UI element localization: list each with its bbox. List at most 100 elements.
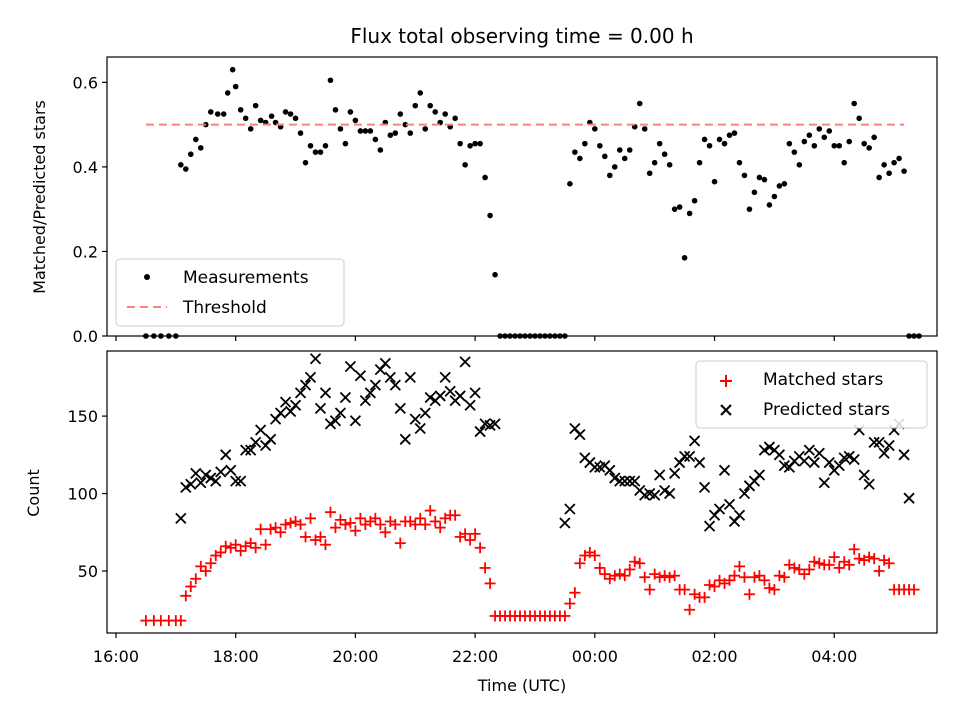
measurement-point xyxy=(691,197,698,204)
matched-star-marker xyxy=(564,598,576,610)
predicted-star-stroke xyxy=(778,460,791,472)
predicted-star-stroke xyxy=(703,520,716,532)
predicted-star-marker xyxy=(559,517,571,529)
predicted-star-stroke xyxy=(604,464,616,476)
predicted-star-stroke xyxy=(180,481,192,493)
predicted-star-marker xyxy=(409,413,421,425)
matched-star-marker xyxy=(614,568,626,580)
predicted-star-marker xyxy=(399,433,411,445)
measurement-point xyxy=(731,130,738,136)
predicted-star-marker xyxy=(210,475,222,487)
matched-star-marker xyxy=(205,557,217,569)
matched-star-marker xyxy=(609,570,621,582)
matched-star-marker xyxy=(808,556,820,568)
predicted-star-marker xyxy=(264,433,277,445)
predicted-star-marker xyxy=(718,464,731,476)
matched-star-marker xyxy=(728,570,740,582)
matched-star-marker xyxy=(374,519,386,531)
measurement-point xyxy=(367,128,374,134)
measurement-point xyxy=(871,134,877,141)
measurement-point xyxy=(207,109,214,115)
matched-star-marker xyxy=(848,543,860,555)
matched-star-marker xyxy=(175,615,187,627)
predicted-star-marker xyxy=(713,503,726,515)
predicted-star-marker xyxy=(798,455,810,467)
matched-star-marker xyxy=(195,560,207,572)
matched-star-marker xyxy=(629,556,641,568)
predicted-star-marker xyxy=(619,475,631,487)
predicted-star-stroke xyxy=(738,487,751,500)
predicted-star-marker xyxy=(843,450,855,462)
predicted-star-stroke xyxy=(664,487,676,500)
predicted-star-stroke xyxy=(215,466,227,478)
matched-star-marker xyxy=(813,557,825,569)
predicted-star-stroke xyxy=(733,509,746,521)
measurement-point xyxy=(322,142,329,149)
predicted-star-stroke xyxy=(624,475,636,487)
matched-star-marker xyxy=(574,557,586,569)
predicted-star-stroke xyxy=(274,407,287,419)
predicted-star-marker xyxy=(250,436,262,449)
predicted-star-marker xyxy=(609,472,621,484)
predicted-star-stroke xyxy=(399,433,411,445)
predicted-star-stroke xyxy=(354,370,367,382)
predicted-star-stroke xyxy=(858,469,870,481)
predicted-star-marker xyxy=(649,489,661,501)
predicted-star-marker xyxy=(185,478,197,490)
measurement-point xyxy=(457,140,463,147)
matched-star-marker xyxy=(873,565,885,577)
predicted-star-marker xyxy=(489,418,501,430)
predicted-star-marker xyxy=(464,399,476,411)
top-y-tick-label: 0.6 xyxy=(73,73,98,92)
predicted-star-stroke xyxy=(220,449,232,461)
predicted-star-stroke xyxy=(190,467,202,480)
matched-star-marker xyxy=(823,559,835,571)
predicted-star-stroke xyxy=(489,418,501,430)
matched-star-marker xyxy=(863,551,875,563)
measurement-point xyxy=(756,174,763,181)
matched-star-marker xyxy=(798,568,810,580)
bottom-y-tick-label: 100 xyxy=(67,485,98,504)
measurement-point xyxy=(362,128,369,134)
predicted-star-stroke xyxy=(314,402,327,414)
measurement-point xyxy=(831,142,838,149)
measurement-point xyxy=(761,176,768,183)
x-tick-label: 02:00 xyxy=(691,647,737,666)
predicted-star-stroke xyxy=(868,436,880,449)
matched-star-marker xyxy=(793,563,805,575)
top-legend-box xyxy=(115,258,345,327)
measurement-point xyxy=(746,206,753,212)
x-tick-label: 22:00 xyxy=(452,647,498,666)
matched-star-marker xyxy=(733,560,745,572)
measurement-point xyxy=(187,151,194,158)
top-x-ticks xyxy=(115,336,835,341)
predicted-star-marker xyxy=(344,360,357,373)
matched-star-marker xyxy=(389,519,401,531)
predicted-star-stroke xyxy=(349,415,362,427)
measurement-point xyxy=(771,193,778,200)
predicted-star-stroke xyxy=(389,379,401,391)
measurement-point xyxy=(442,111,448,117)
measurement-point xyxy=(347,109,354,115)
legend-measurements-label: Measurements xyxy=(183,268,309,288)
predicted-star-stroke xyxy=(803,444,815,456)
measurement-point xyxy=(896,155,902,162)
matched-star-marker xyxy=(265,523,277,535)
measurement-point xyxy=(626,147,633,153)
measurement-point xyxy=(706,142,713,149)
predicted-star-marker xyxy=(873,436,885,449)
matched-star-marker xyxy=(300,531,312,543)
predicted-star-marker xyxy=(863,478,875,490)
x-tick-label: 04:00 xyxy=(811,647,857,666)
matched-star-marker xyxy=(255,523,267,535)
measurement-point xyxy=(178,161,184,168)
measurement-point xyxy=(661,151,668,158)
predicted-star-marker xyxy=(848,453,860,466)
measurement-point xyxy=(666,161,673,168)
predicted-star-marker xyxy=(459,356,471,368)
predicted-star-stroke xyxy=(434,390,446,402)
matched-star-marker xyxy=(599,568,611,580)
predicted-star-marker xyxy=(404,371,416,383)
